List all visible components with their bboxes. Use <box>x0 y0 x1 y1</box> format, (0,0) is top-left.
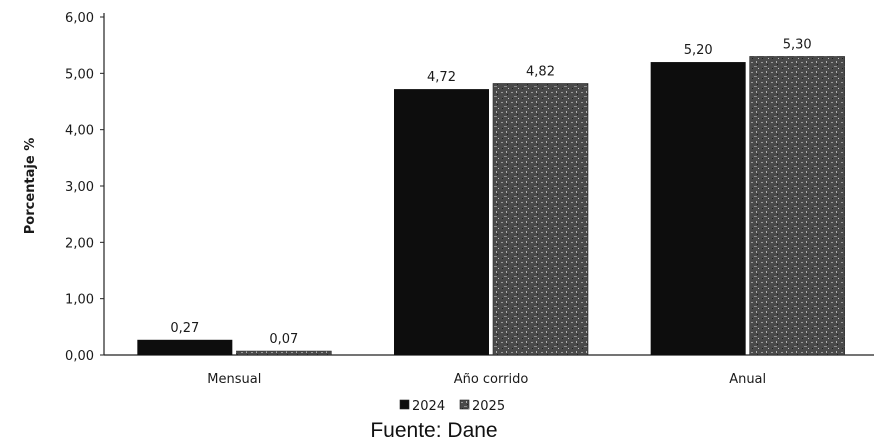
y-tick-label: 6,00 <box>65 11 94 26</box>
bar-2024-0 <box>137 339 233 355</box>
bar-2024-1 <box>394 89 489 356</box>
x-tick-label: Mensual <box>207 372 261 387</box>
y-tick-label: 3,00 <box>65 180 94 195</box>
x-tick-label: Anual <box>729 372 766 387</box>
y-tick-label: 4,00 <box>65 124 94 139</box>
data-label-2024-0: 0,27 <box>170 321 199 336</box>
data-label-2025-2: 5,30 <box>783 37 812 52</box>
x-axis: Mensual Año corrido Anual <box>104 354 874 387</box>
y-axis-title: Porcentaje % <box>23 138 38 234</box>
legend: 2024 2025 <box>399 399 505 414</box>
legend-swatch-2024 <box>399 399 410 410</box>
data-label-2024-1: 4,72 <box>427 70 456 85</box>
y-tick-label: 1,00 <box>65 293 94 308</box>
y-tick-label: 5,00 <box>65 67 94 82</box>
bar-2025-2 <box>749 56 845 356</box>
legend-label-2024: 2024 <box>412 399 445 414</box>
bar-2025-1 <box>492 83 589 356</box>
bar-2025-0 <box>236 350 332 356</box>
bar-2024-2 <box>650 62 746 356</box>
data-label-2025-1: 4,82 <box>526 64 555 79</box>
y-tick-label: 2,00 <box>65 236 94 251</box>
data-label-2024-2: 5,20 <box>684 43 713 58</box>
y-axis: 0,00 1,00 2,00 3,00 4,00 5,00 6,00 <box>65 11 105 364</box>
bars <box>137 56 845 356</box>
legend-swatch-2025 <box>459 399 470 410</box>
source-note: Fuente: Dane <box>370 419 497 441</box>
y-tick-label: 0,00 <box>65 349 94 364</box>
data-label-2025-0: 0,07 <box>269 332 298 347</box>
legend-label-2025: 2025 <box>472 399 505 414</box>
data-labels: 0,27 0,07 4,72 4,82 5,20 5,30 <box>170 37 811 347</box>
x-tick-label: Año corrido <box>454 372 529 387</box>
